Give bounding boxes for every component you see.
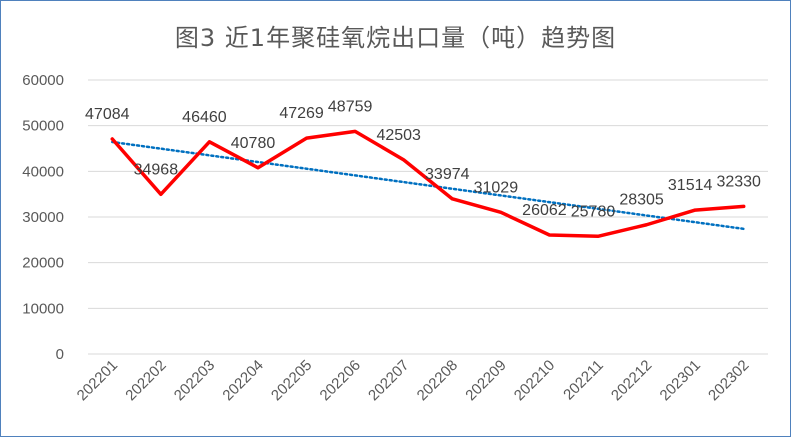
x-tick-label: 202202: [122, 357, 169, 404]
y-tick-label: 30000: [22, 209, 64, 226]
series-group: [110, 129, 746, 239]
data-label: 28305: [619, 192, 664, 209]
chart-title: 图3 近1年聚硅氧烷出口量（吨）趋势图: [174, 24, 617, 52]
x-tick-label: 202203: [171, 357, 218, 404]
data-label: 33974: [425, 166, 470, 183]
y-tick-label: 20000: [22, 255, 64, 272]
y-tick-label: 40000: [22, 163, 64, 180]
x-tick-label: 202301: [657, 357, 704, 404]
data-label: 31514: [668, 177, 713, 194]
x-tick-label: 202206: [317, 357, 364, 404]
data-label: 48759: [328, 98, 373, 115]
data-label: 32330: [716, 173, 761, 190]
data-label: 26062: [522, 202, 567, 219]
y-tick-label: 0: [56, 346, 64, 363]
x-tick-label: 202208: [414, 357, 461, 404]
series-line: [110, 129, 746, 239]
data-label: 47269: [279, 105, 324, 122]
trendline: [111, 140, 745, 231]
data-label: 25780: [571, 203, 616, 220]
y-tick-label: 50000: [22, 118, 64, 135]
y-tick-label: 60000: [22, 72, 64, 89]
data-label: 42503: [376, 127, 421, 144]
data-label: 47084: [85, 106, 130, 123]
x-tick-label: 202204: [219, 357, 266, 404]
trendline-group: [111, 140, 745, 231]
x-tick-label: 202212: [608, 357, 655, 404]
x-tick-label: 202201: [74, 357, 121, 404]
data-label: 40780: [231, 135, 276, 152]
x-tick-label: 202207: [365, 357, 412, 404]
data-label: 31029: [474, 179, 519, 196]
data-label: 46460: [182, 109, 227, 126]
x-tick-label: 202211: [560, 357, 607, 404]
y-axis: 0 10000 20000 30000 40000 50000 60000: [22, 72, 64, 363]
x-tick-label: 202209: [462, 357, 509, 404]
x-axis: 202201 202202 202203 202204 202205 202206 2022…: [74, 357, 753, 404]
x-tick-label: 202210: [511, 357, 558, 404]
x-tick-label: 202302: [705, 357, 752, 404]
data-label: 34968: [134, 161, 179, 178]
y-tick-label: 10000: [22, 300, 64, 317]
x-tick-label: 202205: [268, 357, 315, 404]
